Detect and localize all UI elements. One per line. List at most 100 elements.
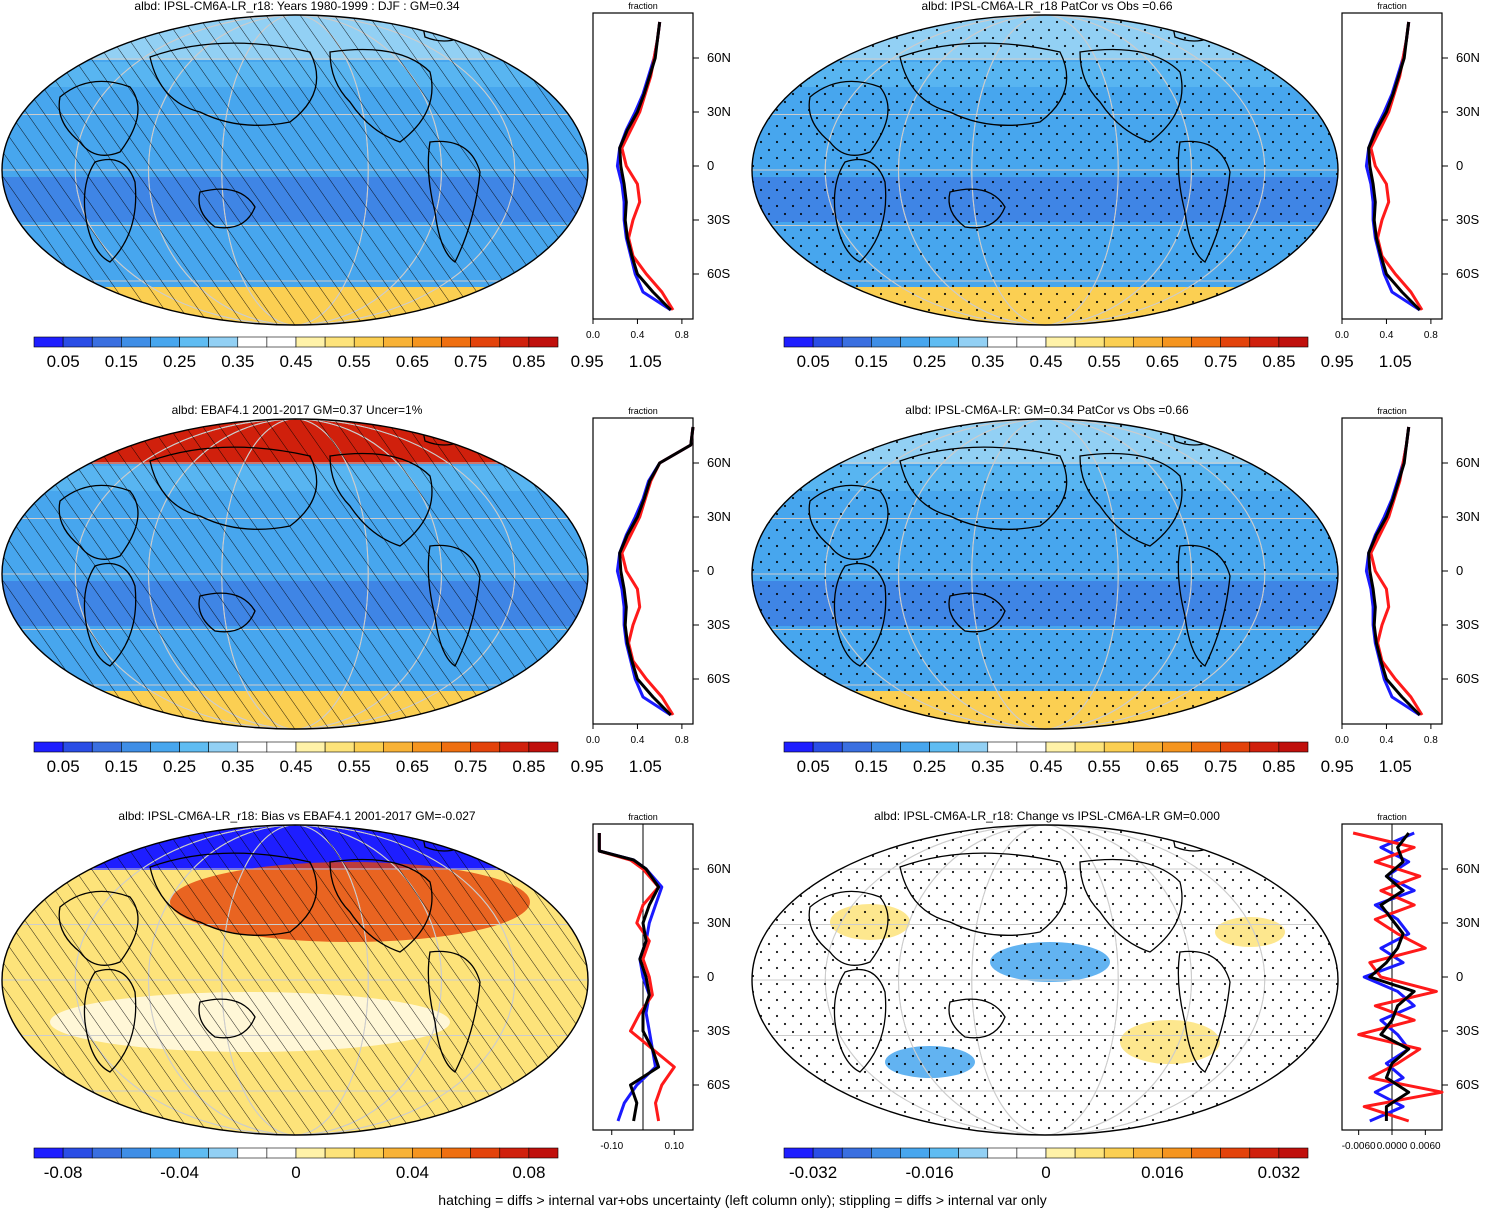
panel-6: albd: IPSL-CM6A-LR_r18: Change vs IPSL-C… xyxy=(751,809,1480,1182)
profile-ytick-label: 60N xyxy=(707,455,731,470)
colorbar-swatch xyxy=(499,1147,530,1159)
colorbar-label: 0.35 xyxy=(971,352,1004,371)
colorbar-swatch xyxy=(1162,1147,1192,1159)
panel-1: albd: IPSL-CM6A-LR_r18: Years 1980-1999 … xyxy=(1,0,731,371)
colorbar-swatch xyxy=(208,336,239,348)
colorbar-label: 0.95 xyxy=(571,352,604,371)
profile-xtick-label: 0.8 xyxy=(1424,330,1438,341)
colorbar-label: 0.35 xyxy=(221,757,254,776)
colorbar-swatch xyxy=(412,1147,442,1159)
overlay-hatching xyxy=(2,825,588,1135)
profile-ytick-label: 0 xyxy=(1456,158,1463,173)
profile-series_b xyxy=(597,833,676,1122)
colorbar-swatch xyxy=(1191,741,1221,753)
colorbar-swatch xyxy=(900,741,930,753)
map-border xyxy=(751,824,1339,1136)
profile-series_b xyxy=(620,21,675,311)
colorbar-label: 0.05 xyxy=(797,352,830,371)
colorbar-swatch xyxy=(324,336,355,348)
profile-series_c xyxy=(618,426,695,717)
profile-ytick-label: 30S xyxy=(707,617,730,632)
colorbar-swatch xyxy=(871,336,901,348)
colorbar-swatch xyxy=(1045,1147,1076,1159)
panel-4: albd: IPSL-CM6A-LR: GM=0.34 PatCor vs Ob… xyxy=(751,403,1480,776)
colorbar-label: 0.15 xyxy=(105,757,138,776)
panel-3-map xyxy=(2,419,588,729)
colorbar-swatch xyxy=(121,1147,151,1159)
profile-ytick-label: 60N xyxy=(707,861,731,876)
colorbar-swatch xyxy=(295,741,326,753)
overlay-stippling xyxy=(752,15,1338,325)
colorbar-swatch xyxy=(1220,741,1251,753)
profile-frame xyxy=(1341,12,1443,320)
panel-1-title: albd: IPSL-CM6A-LR_r18: Years 1980-1999 … xyxy=(134,0,459,13)
colorbar-swatch xyxy=(871,741,901,753)
profile-series_c xyxy=(1367,21,1421,312)
colorbar-label: 0.85 xyxy=(1262,352,1295,371)
colorbar-label: 1.05 xyxy=(629,757,662,776)
profile-xtick-label: 0.10 xyxy=(665,1141,685,1152)
colorbar-label: 0 xyxy=(1041,1163,1050,1182)
colorbar-swatch xyxy=(295,1147,326,1159)
colorbar-swatch xyxy=(266,741,297,753)
colorbar-label: 0.65 xyxy=(396,757,429,776)
profile-xtick-label: -0.0060 xyxy=(1342,1141,1376,1152)
colorbar-swatch xyxy=(441,1147,471,1159)
colorbar-label: -0.08 xyxy=(44,1163,83,1182)
colorbar-swatch xyxy=(91,336,122,348)
colorbar-swatch xyxy=(441,741,471,753)
profile-title: fraction xyxy=(628,812,658,822)
profile-ytick-label: 30N xyxy=(707,104,731,119)
colorbar-swatch xyxy=(1103,1147,1134,1159)
colorbar-swatch xyxy=(121,741,151,753)
profile-ytick-label: 60N xyxy=(1456,861,1480,876)
colorbar-label: 0.95 xyxy=(1321,352,1354,371)
colorbar-swatch xyxy=(470,741,501,753)
colorbar-swatch xyxy=(1103,336,1134,348)
colorbar-label: 0.45 xyxy=(1029,757,1062,776)
panel-5-title: albd: IPSL-CM6A-LR_r18: Bias vs EBAF4.1 … xyxy=(118,809,476,823)
profile-ytick-label: 0 xyxy=(707,563,714,578)
colorbar-swatch xyxy=(324,1147,355,1159)
colorbar-label: 0.35 xyxy=(971,757,1004,776)
colorbar-swatch xyxy=(987,336,1018,348)
colorbar-swatch xyxy=(528,336,559,348)
colorbar-swatch xyxy=(783,336,814,348)
colorbar-swatch xyxy=(987,1147,1018,1159)
colorbar-swatch xyxy=(1220,1147,1251,1159)
colorbar-swatch xyxy=(1162,336,1192,348)
colorbar-swatch xyxy=(33,741,64,753)
colorbar-swatch xyxy=(987,741,1018,753)
colorbar-label: 0.15 xyxy=(105,352,138,371)
profile-title: fraction xyxy=(628,1,658,11)
colorbar-swatch xyxy=(499,336,530,348)
colorbar-swatch xyxy=(383,1147,413,1159)
panel-6-profile: fraction 60N 30N 0 30S 60S -0.0060 0.0000 0.0060 xyxy=(1341,812,1480,1152)
panel-5: albd: IPSL-CM6A-LR_r18: Bias vs EBAF4.1 … xyxy=(1,809,731,1182)
map-border xyxy=(751,418,1339,730)
panel-1-profile: fraction 60N 30N 0 30S 60S 0.0 0.4 0.8 xyxy=(586,1,731,341)
profile-ytick-label: 0 xyxy=(707,969,714,984)
colorbar-label: 0.65 xyxy=(396,352,429,371)
profile-ytick-label: 60S xyxy=(1456,1077,1479,1092)
profile-xtick-label: 0.8 xyxy=(675,330,689,341)
profile-title: fraction xyxy=(1377,406,1407,416)
colorbar-swatch xyxy=(295,336,326,348)
panel-3-profile: fraction 60N 30N 0 30S 60S 0.0 0.4 0.8 xyxy=(586,406,731,746)
colorbar-label: 0.032 xyxy=(1258,1163,1301,1182)
profile-title: fraction xyxy=(1377,1,1407,11)
footer-note: hatching = diffs > internal var+obs unce… xyxy=(438,1192,1047,1208)
map-border xyxy=(751,14,1339,326)
colorbar-swatch xyxy=(958,336,989,348)
colorbar-swatch xyxy=(33,336,64,348)
colorbar-swatch xyxy=(812,336,843,348)
colorbar-swatch xyxy=(1249,1147,1280,1159)
colorbar-swatch xyxy=(208,1147,239,1159)
panel-5-map xyxy=(2,825,588,1135)
colorbar-swatch xyxy=(353,741,384,753)
colorbar-label: 0.15 xyxy=(855,757,888,776)
colorbar-swatch xyxy=(412,336,442,348)
colorbar-label: 0.45 xyxy=(279,757,312,776)
colorbar-swatch xyxy=(383,336,413,348)
colorbar-label: 0.45 xyxy=(1029,352,1062,371)
